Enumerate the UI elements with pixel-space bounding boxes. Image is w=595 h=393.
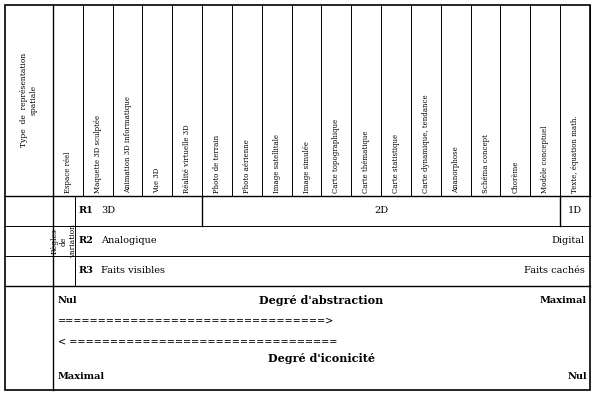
Text: Vue 3D: Vue 3D <box>154 167 161 193</box>
Text: 3D: 3D <box>101 206 115 215</box>
Text: Animation 3D informatique: Animation 3D informatique <box>124 95 131 193</box>
Text: Carte dynamique, tendance: Carte dynamique, tendance <box>422 94 430 193</box>
Text: Photo aérienne: Photo aérienne <box>243 139 251 193</box>
Text: Nul: Nul <box>58 296 77 305</box>
Text: Photo de terrain: Photo de terrain <box>213 134 221 193</box>
Text: Degré d'iconicité: Degré d'iconicité <box>268 353 375 364</box>
Text: Digital: Digital <box>552 236 585 245</box>
Text: Texte, équation math.: Texte, équation math. <box>571 115 579 193</box>
Text: Maximal: Maximal <box>58 372 105 381</box>
Text: Image satellitale: Image satellitale <box>273 134 281 193</box>
Text: Maximal: Maximal <box>540 296 587 305</box>
Text: Type  de  représentation
spatiale: Type de représentation spatiale <box>20 53 37 147</box>
Text: Faits cachés: Faits cachés <box>524 266 585 275</box>
Text: Carte statistique: Carte statistique <box>392 134 400 193</box>
Text: Faits visibles: Faits visibles <box>101 266 165 275</box>
Text: Analogique: Analogique <box>101 236 157 245</box>
Text: Ananorphose: Ananorphose <box>452 146 460 193</box>
Text: Nul: Nul <box>568 372 587 381</box>
Text: R2: R2 <box>79 236 94 245</box>
Text: 1D: 1D <box>568 206 582 215</box>
Text: R1: R1 <box>79 206 93 215</box>
Text: Schéma concept: Schéma concept <box>481 134 490 193</box>
Text: 2D: 2D <box>374 206 388 215</box>
Text: Maquette 3D sculptée: Maquette 3D sculptée <box>94 114 102 193</box>
Text: Degré d'abstraction: Degré d'abstraction <box>259 295 384 306</box>
Text: Carte thématique: Carte thématique <box>362 130 370 193</box>
Text: Réalité virtuelle 3D: Réalité virtuelle 3D <box>183 124 191 193</box>
Text: Image simulée: Image simulée <box>303 141 311 193</box>
Text: Règles
de
variation: Règles de variation <box>51 224 77 258</box>
Text: < =================================: < ================================= <box>58 337 337 347</box>
Text: Chorème: Chorème <box>512 160 519 193</box>
Text: R3: R3 <box>79 266 94 275</box>
Text: =================================>: =================================> <box>58 315 334 325</box>
Text: Modèle conceptuel: Modèle conceptuel <box>541 125 549 193</box>
Text: Espace réel: Espace réel <box>64 151 72 193</box>
Text: Carte topographique: Carte topographique <box>333 118 340 193</box>
